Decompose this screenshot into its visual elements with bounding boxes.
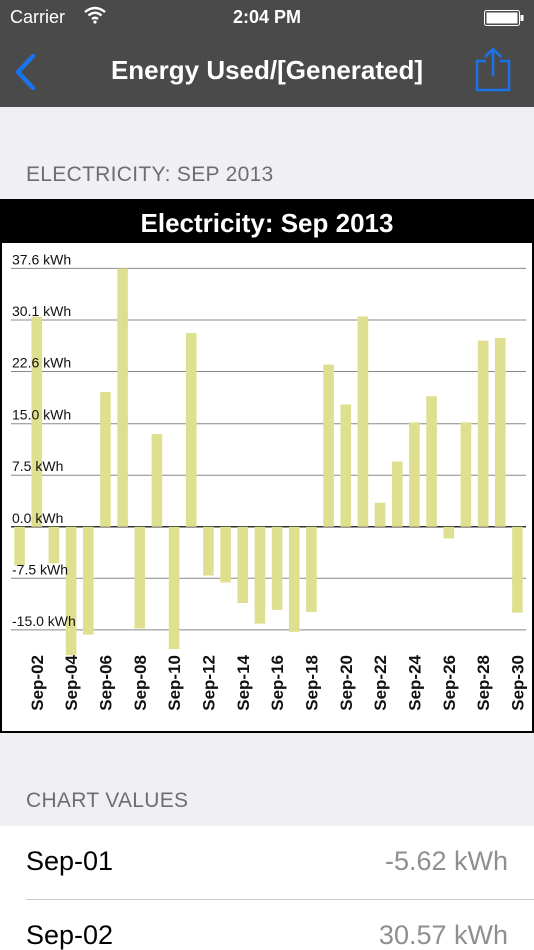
list-item[interactable]: Sep-02 30.57 kWh — [0, 900, 534, 950]
electricity-chart: Electricity: Sep 2013 37.6 kWh 30.1 kWh 22… — [0, 199, 534, 733]
chart-bar — [494, 337, 506, 527]
y-tick-label: -15.0 kWh — [12, 613, 76, 629]
chart-bar — [512, 526, 523, 613]
chart-bar — [237, 526, 249, 604]
chart-bar — [203, 526, 214, 576]
chart-bar — [357, 316, 369, 527]
y-tick-label: 30.1 kWh — [12, 303, 71, 319]
y-tick-label: 15.0 kWh — [12, 407, 71, 423]
x-tick-label: Sep-24 — [405, 654, 424, 710]
chart-bar — [374, 502, 386, 527]
chart-bar — [409, 422, 420, 527]
chart-bar — [100, 392, 111, 527]
navigation-bar: Carrier 2:04 PM Energy Used/[Generated] — [0, 0, 534, 107]
chart-bar — [391, 461, 403, 527]
status-time: 2:04 PM — [232, 7, 302, 27]
x-tick-label: Sep-16 — [268, 655, 287, 711]
y-tick-label: 37.6 kWh — [12, 251, 71, 267]
values-section-header: CHART VALUES — [26, 789, 189, 812]
chart-bar — [185, 333, 197, 527]
chart-bar — [306, 526, 317, 612]
chart-bar — [117, 268, 128, 527]
chart-bar — [460, 422, 472, 527]
chart-bar — [151, 434, 163, 527]
x-tick-label: Sep-28 — [474, 655, 493, 711]
chart-bar — [82, 526, 94, 635]
chart-title: Electricity: Sep 2013 — [2, 201, 532, 243]
chart-bar — [168, 526, 180, 650]
battery-icon — [484, 10, 524, 26]
list-item-date: Sep-02 — [26, 920, 114, 950]
x-tick-label: Sep-20 — [337, 655, 356, 711]
share-icon[interactable] — [474, 46, 512, 92]
chart-bar — [323, 364, 334, 527]
x-tick-label: Sep-26 — [440, 655, 459, 711]
chart-values-list: Sep-01 -5.62 kWh Sep-02 30.57 kWh — [0, 826, 534, 950]
y-tick-label: 0.0 kWh — [12, 510, 63, 526]
x-tick-label: Sep-08 — [131, 655, 150, 711]
chart-section-header: ELECTRICITY: SEP 2013 — [26, 163, 274, 186]
bar-chart-plot: 37.6 kWh 30.1 kWh 22.6 kWh 15.0 kWh 7.5 kWh 0… — [11, 251, 527, 711]
carrier-label: Carrier — [10, 7, 66, 27]
y-tick-label: 22.6 kWh — [12, 354, 71, 370]
page-title: Energy Used/[Generated] — [110, 55, 424, 85]
x-tick-label: Sep-12 — [199, 655, 218, 711]
y-tick-label: -7.5 kWh — [12, 561, 68, 577]
y-tick-label: 7.5 kWh — [12, 458, 63, 474]
x-tick-label: Sep-22 — [371, 655, 390, 711]
list-item-value: -5.62 kWh — [384, 846, 508, 876]
chart-bar — [254, 526, 266, 624]
x-tick-label: Sep-14 — [234, 654, 253, 710]
chart-bar — [14, 526, 25, 566]
chart-bar — [65, 526, 77, 656]
chart-bar — [220, 526, 231, 583]
x-tick-label: Sep-30 — [508, 655, 527, 711]
chart-bar — [477, 340, 489, 527]
chart-bar — [31, 316, 43, 527]
chart-bar — [340, 404, 352, 527]
chart-bar — [271, 526, 283, 610]
list-item[interactable]: Sep-01 -5.62 kWh — [0, 826, 534, 900]
chart-bar — [134, 526, 146, 629]
chart-bar — [426, 396, 437, 527]
list-item-value: 30.57 kWh — [378, 920, 508, 950]
wifi-icon — [84, 6, 106, 24]
status-bar: Carrier 2:04 PM — [0, 0, 534, 36]
row-divider — [26, 899, 534, 900]
x-tick-label: Sep-06 — [96, 655, 115, 711]
chart-bar — [443, 526, 455, 539]
chart-bar — [288, 526, 300, 632]
chevron-left-icon[interactable] — [12, 52, 38, 92]
chart-bar — [48, 526, 60, 564]
x-tick-label: Sep-02 — [28, 655, 47, 711]
x-tick-label: Sep-18 — [302, 655, 321, 711]
x-tick-label: Sep-10 — [165, 655, 184, 711]
list-item-date: Sep-01 — [26, 846, 114, 876]
x-tick-label: Sep-04 — [62, 654, 81, 710]
